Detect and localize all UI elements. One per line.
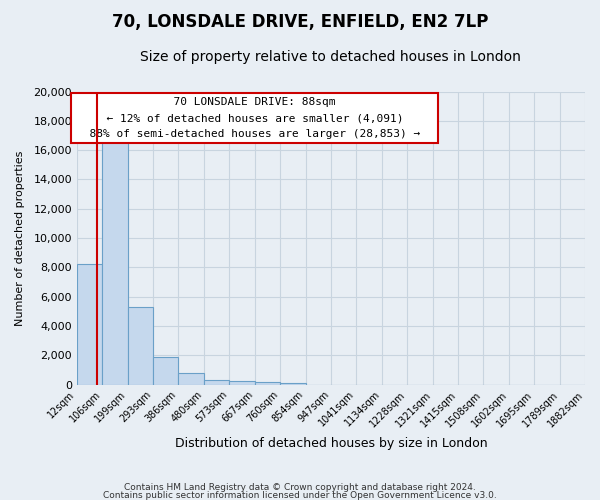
- X-axis label: Distribution of detached houses by size in London: Distribution of detached houses by size …: [175, 437, 487, 450]
- Y-axis label: Number of detached properties: Number of detached properties: [15, 150, 25, 326]
- Bar: [102, 142, 128, 384]
- Title: Size of property relative to detached houses in London: Size of property relative to detached ho…: [140, 50, 521, 64]
- Text: 70 LONSDALE DRIVE: 88sqm  
  ← 12% of detached houses are smaller (4,091)  
  88: 70 LONSDALE DRIVE: 88sqm ← 12% of detach…: [76, 98, 434, 138]
- Text: Contains public sector information licensed under the Open Government Licence v3: Contains public sector information licen…: [103, 490, 497, 500]
- Bar: [204, 380, 229, 384]
- Bar: [77, 264, 102, 384]
- Bar: [280, 383, 305, 384]
- Text: 70, LONSDALE DRIVE, ENFIELD, EN2 7LP: 70, LONSDALE DRIVE, ENFIELD, EN2 7LP: [112, 12, 488, 30]
- Bar: [254, 382, 280, 384]
- Bar: [153, 358, 178, 384]
- Bar: [128, 307, 153, 384]
- Bar: [178, 373, 204, 384]
- Bar: [229, 381, 254, 384]
- Text: Contains HM Land Registry data © Crown copyright and database right 2024.: Contains HM Land Registry data © Crown c…: [124, 484, 476, 492]
